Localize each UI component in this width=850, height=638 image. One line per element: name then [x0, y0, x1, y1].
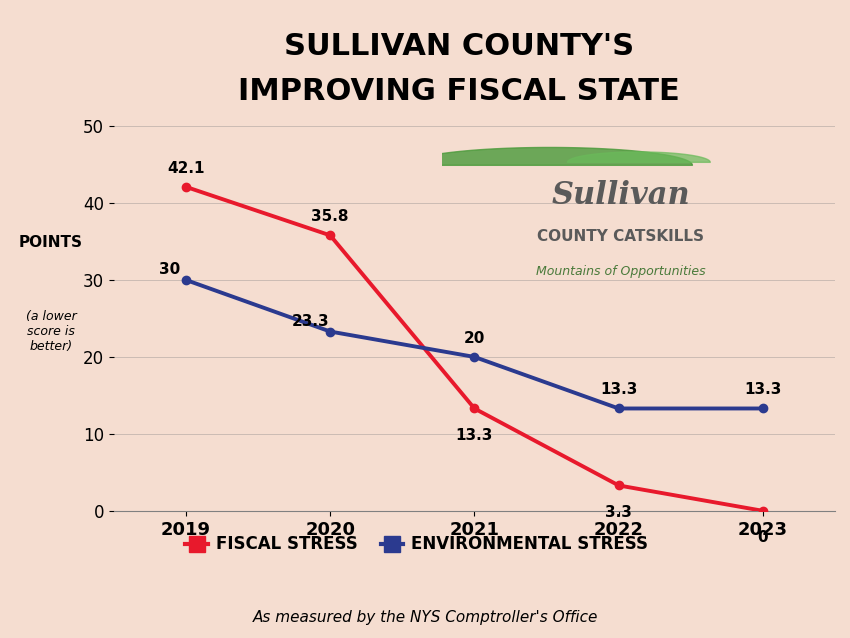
Text: SULLIVAN COUNTY'S: SULLIVAN COUNTY'S	[284, 32, 634, 61]
Text: 13.3: 13.3	[600, 382, 638, 397]
Text: IMPROVING FISCAL STATE: IMPROVING FISCAL STATE	[238, 77, 680, 105]
Text: 0: 0	[757, 530, 768, 545]
Text: Sullivan: Sullivan	[551, 180, 690, 211]
Text: 42.1: 42.1	[167, 161, 205, 175]
Text: 3.3: 3.3	[605, 505, 632, 520]
Text: 35.8: 35.8	[311, 209, 349, 224]
Text: 13.3: 13.3	[456, 428, 493, 443]
Text: POINTS: POINTS	[19, 235, 83, 250]
Text: As measured by the NYS Comptroller's Office: As measured by the NYS Comptroller's Off…	[252, 610, 598, 625]
Legend: FISCAL STRESS, ENVIRONMENTAL STRESS: FISCAL STRESS, ENVIRONMENTAL STRESS	[179, 529, 654, 559]
Text: (a lower
score is
better): (a lower score is better)	[26, 310, 76, 353]
Text: 30: 30	[159, 262, 180, 277]
Text: Mountains of Opportunities: Mountains of Opportunities	[536, 265, 706, 278]
Text: 23.3: 23.3	[292, 314, 330, 329]
Text: COUNTY CATSKILLS: COUNTY CATSKILLS	[537, 229, 704, 244]
Text: 20: 20	[464, 331, 485, 346]
Text: 13.3: 13.3	[745, 382, 781, 397]
